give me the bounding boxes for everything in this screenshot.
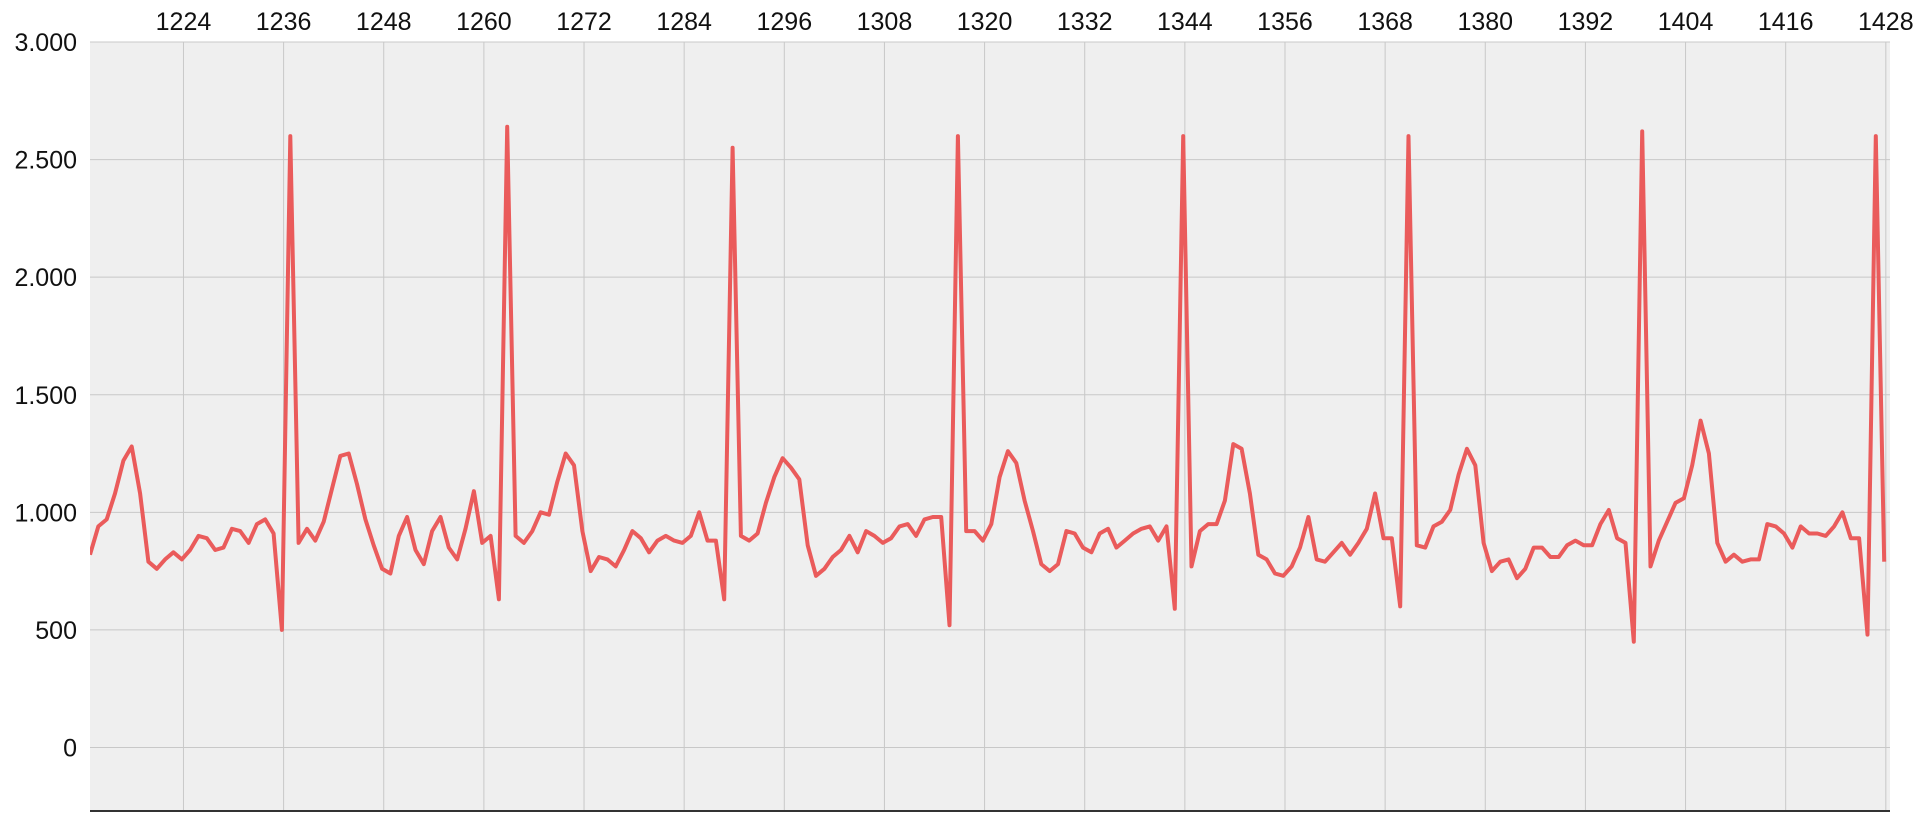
x-tick-label: 1380 [1457, 8, 1513, 36]
x-tick-label: 1392 [1558, 8, 1614, 36]
x-tick-label: 1356 [1257, 8, 1313, 36]
plot-background [90, 42, 1890, 811]
x-tick-label: 1260 [456, 8, 512, 36]
x-tick-label: 1320 [957, 8, 1013, 36]
x-tick-label: 1308 [857, 8, 913, 36]
y-axis-labels: 0 500 1.000 1.500 2.000 2.500 3.000 [14, 29, 77, 763]
x-tick-label: 1224 [156, 8, 212, 36]
y-tick-label: 500 [35, 617, 77, 645]
x-axis-labels: 1224 1236 1248 1260 1272 1284 1296 1308 1320 1332… [156, 8, 1914, 36]
x-tick-label: 1416 [1758, 8, 1814, 36]
y-tick-label: 2.000 [14, 264, 77, 292]
series-layer [90, 124, 1887, 644]
x-tick-label: 1428 [1858, 8, 1914, 36]
x-tick-label: 1284 [656, 8, 712, 36]
y-tick-label: 2.500 [14, 147, 77, 175]
y-tick-label: 1.000 [14, 499, 77, 527]
y-tick-label: 3.000 [14, 29, 77, 57]
x-tick-label: 1248 [356, 8, 412, 36]
series-line [90, 124, 1887, 644]
x-tick-label: 1236 [256, 8, 312, 36]
x-tick-label: 1368 [1357, 8, 1413, 36]
x-tick-label: 1332 [1057, 8, 1113, 36]
y-tick-label: 1.500 [14, 382, 77, 410]
x-tick-label: 1272 [556, 8, 612, 36]
x-tick-label: 1296 [756, 8, 812, 36]
x-tick-label: 1404 [1658, 8, 1714, 36]
grid [90, 41, 1890, 811]
y-tick-label: 0 [63, 735, 77, 763]
x-tick-label: 1344 [1157, 8, 1213, 36]
